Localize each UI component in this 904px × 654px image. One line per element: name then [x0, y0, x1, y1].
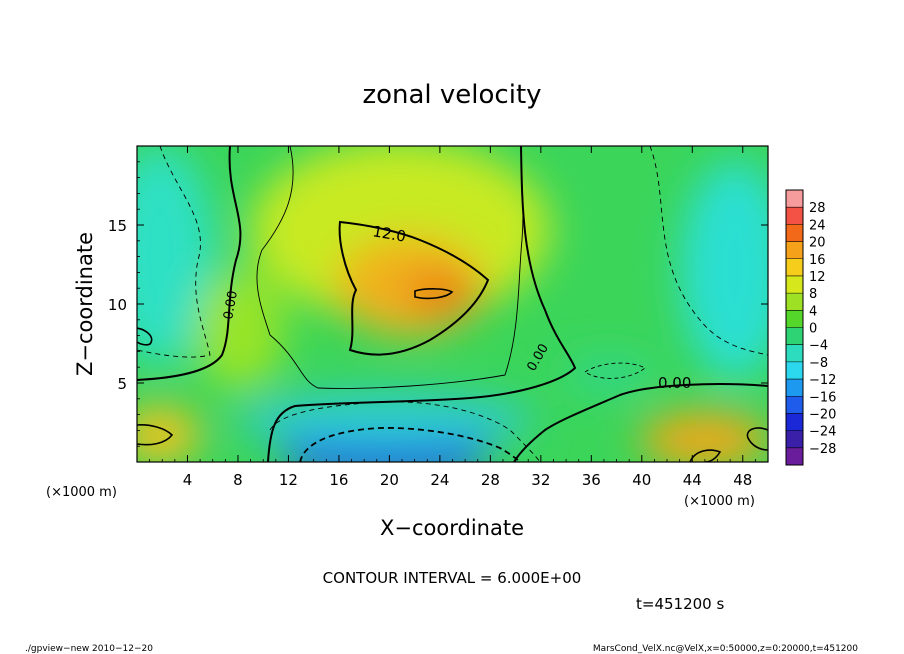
colorbar-swatch — [786, 413, 803, 432]
colorbar-swatch — [786, 258, 803, 277]
contour-right-jet — [689, 449, 722, 462]
contour-minus-six-dip — [584, 362, 646, 379]
time-text: t=451200 s — [636, 595, 724, 613]
y-tick-label: 15 — [108, 217, 127, 235]
field-blob-left-ridge — [195, 270, 285, 390]
colorbar-swatch — [786, 327, 803, 346]
colorbar-swatch — [786, 361, 803, 380]
colorbar-label: 24 — [809, 218, 826, 233]
chart-title: zonal velocity — [362, 80, 541, 110]
heatmap-field: 12.0 0.00 0.00 0.00 — [137, 146, 768, 462]
x-tick-label: 24 — [430, 471, 449, 489]
field-blob-lower-left-jet — [137, 407, 200, 462]
x-tick-label: 8 — [233, 471, 243, 489]
y-tick-label: 5 — [117, 375, 127, 393]
contour-zero-middle — [267, 146, 577, 462]
colorbar-swatch — [786, 430, 803, 449]
field-blob-reverse-flow-edge — [235, 392, 535, 448]
footer-left: ./gpview−new 2010−12−20 — [25, 644, 153, 654]
contour-minus-six-low — [269, 401, 541, 462]
x-tick-label: 32 — [531, 471, 550, 489]
contour-label-twelve: 12.0 — [371, 222, 407, 246]
colorbar-label: 28 — [809, 201, 826, 216]
x-unit-label: (×1000 m) — [684, 494, 755, 509]
colorbar-label: 8 — [809, 287, 817, 302]
colorbar-label: −8 — [809, 356, 828, 371]
contour-eighteen — [414, 288, 454, 300]
colorbar-swatch — [786, 344, 803, 363]
colorbar-swatch — [786, 396, 803, 414]
contour-right-edge — [746, 427, 768, 451]
field-blob-right-cyan — [680, 160, 768, 380]
contour-lines — [137, 146, 768, 462]
contour-left-edge-dip — [137, 327, 153, 346]
colorbar-swatch — [786, 190, 803, 208]
field-blob-jet-maximum — [405, 272, 475, 312]
footer-right: MarsCond_VelX.nc@VelX,x=0:50000,z=0:2000… — [593, 644, 858, 654]
contour-interval-text: CONTOUR INTERVAL = 6.000E+00 — [323, 569, 582, 587]
colorbar-label: −20 — [809, 407, 836, 422]
colorbar-swatch — [786, 207, 803, 225]
contour-label-zero-left: 0.00 — [221, 290, 241, 321]
x-axis-title: X−coordinate — [380, 516, 524, 540]
x-tick-label: 36 — [582, 471, 601, 489]
contour-left-jet — [137, 424, 174, 446]
x-tick-label: 16 — [329, 471, 348, 489]
colorbar-swatch — [786, 379, 803, 397]
colorbar-swatch — [786, 241, 803, 260]
field-blob-left-cyan — [137, 146, 215, 365]
colorbar-label: −16 — [809, 390, 836, 405]
contour-zero-right — [513, 383, 768, 462]
colorbar-label: −12 — [809, 373, 836, 388]
colorbar-label: 0 — [809, 322, 817, 337]
field-blob-right-dip — [565, 361, 655, 389]
y-unit-label: (×1000 m) — [46, 485, 117, 500]
y-axis-ticks: 5 10 15 — [108, 161, 768, 447]
x-tick-label: 28 — [481, 471, 500, 489]
colorbar: 28 24 20 16 12 8 4 0 −4 −8 −12 −16 −20 −24 −28 — [785, 189, 836, 466]
x-tick-label: 44 — [683, 471, 702, 489]
contour-minus-six-right — [649, 146, 768, 356]
x-axis-ticks: 4 8 12 16 20 24 28 32 36 40 44 48 — [149, 146, 756, 489]
colorbar-label: 20 — [809, 236, 826, 251]
colorbar-swatch — [786, 293, 803, 311]
x-tick-label: 4 — [183, 471, 193, 489]
x-tick-label: 48 — [733, 471, 752, 489]
colorbar-label: −28 — [809, 442, 836, 457]
y-tick-label: 10 — [108, 296, 127, 314]
colorbar-label: 4 — [809, 304, 817, 319]
field-blob-lower-right-jet — [640, 412, 768, 462]
colorbar-label: −4 — [809, 339, 828, 354]
x-tick-label: 12 — [279, 471, 298, 489]
contour-label-zero-right: 0.00 — [658, 374, 691, 392]
contour-minus-six-left — [137, 146, 211, 358]
colorbar-swatch — [786, 310, 803, 328]
colorbar-swatch — [786, 224, 803, 243]
colorbar-label: 16 — [809, 253, 826, 268]
colorbar-label: 12 — [809, 270, 826, 285]
y-axis-title: Z−coordinate — [73, 232, 97, 376]
x-tick-label: 40 — [632, 471, 651, 489]
contour-twelve — [338, 220, 490, 356]
colorbar-label: −24 — [809, 425, 836, 440]
colorbar-swatch — [786, 275, 803, 294]
contour-minus-twelve-low — [299, 427, 521, 462]
colorbar-swatch — [786, 447, 803, 466]
contour-six — [256, 146, 524, 389]
contour-zero-left — [137, 146, 242, 381]
x-tick-label: 20 — [380, 471, 399, 489]
